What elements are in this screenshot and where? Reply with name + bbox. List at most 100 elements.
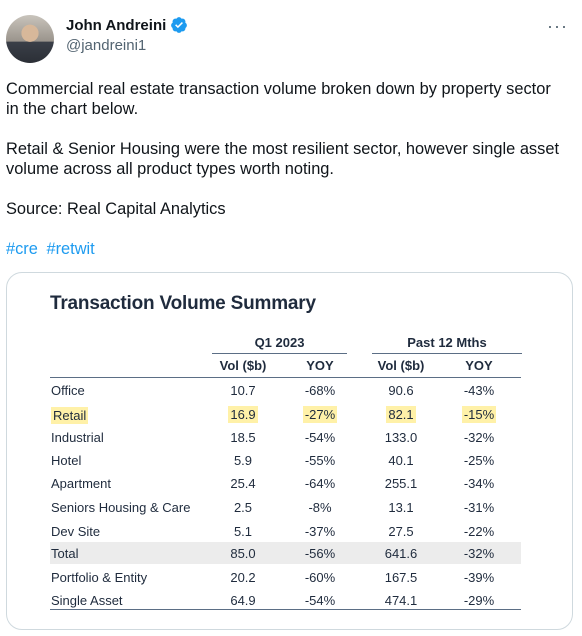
table-cell: -54% (290, 593, 350, 608)
cell-value: 20.2 (230, 570, 256, 585)
table-cell: -68% (290, 383, 350, 398)
cell-value: -64% (304, 476, 336, 491)
cell-value: -32% (463, 546, 495, 561)
table-cell: 10.7 (208, 383, 278, 398)
row-label: Total (51, 546, 79, 561)
cell-value: 133.0 (384, 430, 418, 445)
table-cell: 133.0 (365, 430, 437, 445)
group-header-past12: Past 12 Mths (407, 335, 487, 350)
tweet-paragraph: Source: Real Capital Analytics (6, 200, 226, 218)
cell-value: -54% (304, 593, 336, 608)
table-cell: -27% (290, 406, 350, 423)
table-row: Hotel 5.9 -55% 40.1 -25% (50, 449, 521, 471)
table-cell: 2.5 (208, 500, 278, 515)
table-cell: -22% (449, 524, 509, 539)
cell-value: -39% (463, 570, 495, 585)
table-cell: -32% (449, 546, 509, 561)
cell-value: -27% (302, 406, 338, 423)
header-divider (50, 377, 521, 378)
table-title: Transaction Volume Summary (50, 293, 316, 314)
col-header-q1-vol: Vol ($b) (219, 358, 267, 373)
table-cell: -8% (290, 500, 350, 515)
table-cell: 641.6 (365, 546, 437, 561)
cell-value: 474.1 (384, 593, 418, 608)
table-cell: 13.1 (365, 500, 437, 515)
table-cell: 64.9 (208, 593, 278, 608)
cell-value: 16.9 (228, 406, 258, 423)
cell-value: -56% (304, 546, 336, 561)
table-cell: 90.6 (365, 383, 437, 398)
row-label: Single Asset (51, 593, 123, 608)
table-row: Portfolio & Entity 20.2 -60% 167.5 -39% (50, 566, 521, 588)
cell-value: -25% (463, 453, 495, 468)
row-label: Apartment (51, 476, 111, 491)
table-row: Retail 16.9 -27% 82.1 -15% (50, 403, 521, 425)
author-name[interactable]: John Andreini (66, 16, 167, 34)
table-cell: 27.5 (365, 524, 437, 539)
group-header-q1: Q1 2023 (254, 335, 305, 350)
table-cell: 18.5 (208, 430, 278, 445)
tweet-paragraph: Retail & Senior Housing were the most re… (6, 140, 559, 178)
table-row: Apartment 25.4 -64% 255.1 -34% (50, 472, 521, 494)
author-handle[interactable]: @jandreini1 (66, 37, 147, 54)
cell-value: -8% (308, 500, 332, 515)
table-cell: -25% (449, 453, 509, 468)
table-cell: -43% (449, 383, 509, 398)
table-cell: 20.2 (208, 570, 278, 585)
table-row: Seniors Housing & Care 2.5 -8% 13.1 -31% (50, 496, 521, 518)
hashtag-link[interactable]: #retwit (46, 240, 95, 258)
cell-value: -55% (304, 453, 336, 468)
row-label: Portfolio & Entity (51, 570, 148, 585)
table-cell: -29% (449, 593, 509, 608)
cell-value: -43% (463, 383, 495, 398)
group-underline (212, 353, 347, 354)
verified-badge-icon (171, 17, 188, 33)
hashtag-link[interactable]: #cre (6, 240, 38, 258)
cell-value: 5.1 (233, 524, 253, 539)
table-cell: -64% (290, 476, 350, 491)
table-cell: 40.1 (365, 453, 437, 468)
tweet-paragraph: Commercial real estate transaction volum… (6, 80, 551, 118)
cell-value: 10.7 (230, 383, 256, 398)
table-cell: -54% (290, 430, 350, 445)
col-header-p12-yoy: YOY (465, 358, 493, 373)
cell-value: -37% (304, 524, 336, 539)
cell-value: 64.9 (230, 593, 256, 608)
cell-value: -32% (463, 430, 495, 445)
table-cell: 82.1 (365, 406, 437, 423)
table-cell: 167.5 (365, 570, 437, 585)
table-cell: 474.1 (365, 593, 437, 608)
cell-value: -34% (463, 476, 495, 491)
col-header-p12-vol: Vol ($b) (377, 358, 425, 373)
row-label: Retail (51, 407, 89, 424)
table-cell: 16.9 (208, 406, 278, 423)
cell-value: 13.1 (388, 500, 414, 515)
table-cell: 5.9 (208, 453, 278, 468)
table-cell: 85.0 (208, 546, 278, 561)
cell-value: 255.1 (384, 476, 418, 491)
table-cell: 25.4 (208, 476, 278, 491)
row-label: Dev Site (51, 524, 101, 539)
row-label: Office (51, 383, 85, 398)
media-card[interactable]: Transaction Volume Summary Q1 2023 Past … (6, 272, 573, 630)
table-cell: -39% (449, 570, 509, 585)
table-cell: -37% (290, 524, 350, 539)
avatar[interactable] (6, 15, 54, 63)
row-label: Seniors Housing & Care (51, 500, 191, 515)
table-row: Total 85.0 -56% 641.6 -32% (50, 542, 521, 564)
col-header-q1-yoy: YOY (306, 358, 334, 373)
cell-value: -60% (304, 570, 336, 585)
table-cell: -56% (290, 546, 350, 561)
cell-value: -29% (463, 593, 495, 608)
more-options-icon[interactable]: ··· (547, 16, 568, 36)
cell-value: 2.5 (233, 500, 253, 515)
table-cell: 5.1 (208, 524, 278, 539)
cell-value: 85.0 (230, 546, 256, 561)
cell-value: 82.1 (386, 406, 416, 423)
table-cell: 255.1 (365, 476, 437, 491)
cell-value: -31% (463, 500, 495, 515)
table-row: Office 10.7 -68% 90.6 -43% (50, 379, 521, 401)
cell-value: 40.1 (388, 453, 414, 468)
table-cell: -32% (449, 430, 509, 445)
cell-value: 18.5 (230, 430, 256, 445)
